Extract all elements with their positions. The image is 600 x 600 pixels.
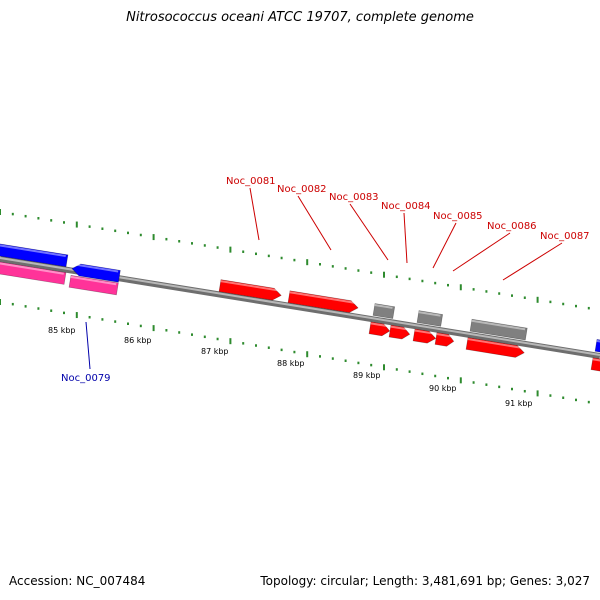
leader-line-4 <box>403 212 408 264</box>
gene-label-noc-0086[interactable]: Noc_0086 <box>487 221 537 232</box>
gene-red-f-shape <box>434 332 455 347</box>
outer-tick-ring <box>0 209 590 310</box>
gene-label-noc-0083[interactable]: Noc_0083 <box>329 192 379 203</box>
gene-gray-c <box>469 318 528 341</box>
gene-red-a-shape <box>218 279 282 301</box>
gene-red-g <box>465 337 525 358</box>
gene-red-c <box>368 321 391 337</box>
scale-label-90: 90 kbp <box>429 384 457 393</box>
gene-gray-a <box>372 303 396 319</box>
scale-label-85: 85 kbp <box>48 326 76 335</box>
gene-red-b <box>287 290 359 313</box>
gene-blue-edge-shape <box>594 339 600 354</box>
gene-pink-2-shape <box>68 275 119 296</box>
gene-red-a-shine <box>220 280 281 292</box>
gene-gray-b-shape <box>416 310 443 327</box>
accession-text: Accession: NC_007484 <box>9 574 146 588</box>
gene-red-c-shape <box>368 321 391 337</box>
gene-gray-a-shine <box>374 304 393 309</box>
label-leader-lines <box>85 187 563 370</box>
leader-line-0 <box>85 321 91 370</box>
gene-red-edge <box>590 357 600 373</box>
gene-red-f-shine <box>436 333 453 338</box>
leader-line-3 <box>349 203 389 261</box>
leader-line-5 <box>432 222 457 269</box>
gene-labels: Noc_0079 Noc_0081 Noc_0082 Noc_0083 Noc_… <box>61 176 590 384</box>
genome-summary-text: Topology: circular; Length: 3,481,691 bp… <box>260 574 590 588</box>
gene-blue-1 <box>0 242 69 268</box>
gene-label-noc-0084[interactable]: Noc_0084 <box>381 201 431 212</box>
gene-label-noc-0085[interactable]: Noc_0085 <box>433 211 483 222</box>
gene-blue-2 <box>71 263 121 283</box>
gene-pink-1 <box>0 260 67 285</box>
genome-title: Nitrosococcus oceani ATCC 19707, complet… <box>126 10 474 25</box>
leader-line-6 <box>452 232 511 272</box>
gene-red-c-shine <box>370 322 389 328</box>
gene-red-d-shine <box>390 325 409 331</box>
gene-red-d-shape <box>388 324 411 340</box>
gene-red-b-shine <box>289 291 358 305</box>
gene-gray-b <box>416 310 443 327</box>
scale-label-86: 86 kbp <box>124 336 152 345</box>
gene-blue-2-shine <box>72 263 119 273</box>
gene-pink-1-shine <box>0 260 64 275</box>
gene-red-e <box>412 328 437 344</box>
gene-label-noc-0079[interactable]: Noc_0079 <box>61 373 111 384</box>
gene-blue-1-shape <box>0 242 69 268</box>
gene-label-noc-0087[interactable]: Noc_0087 <box>540 231 590 242</box>
gene-blue-edge-shine <box>596 339 600 344</box>
gene-gray-b-shine <box>418 311 441 317</box>
gene-blue-edge <box>594 339 600 354</box>
gene-gray-c-shape <box>469 318 528 341</box>
gene-red-g-shape <box>465 337 525 358</box>
gene-red-d <box>388 324 411 340</box>
scale-labels: 85 kbp 86 kbp 87 kbp 88 kbp 89 kbp 90 kb… <box>48 326 533 408</box>
gene-red-edge-shape <box>590 357 600 373</box>
gene-label-noc-0081[interactable]: Noc_0081 <box>226 176 276 187</box>
leader-line-2 <box>297 195 332 251</box>
scale-label-91: 91 kbp <box>505 399 533 408</box>
gene-blue-2-shape <box>71 263 121 283</box>
gene-pink-2 <box>68 275 119 296</box>
gene-track <box>0 242 600 373</box>
gene-pink-2-shine <box>70 275 117 286</box>
inner-tick-ring <box>0 299 590 404</box>
gene-gray-c-shine <box>471 319 526 331</box>
scale-label-88: 88 kbp <box>277 359 305 368</box>
gene-red-edge-shine <box>592 358 600 363</box>
gene-red-a <box>218 279 282 301</box>
gene-red-f <box>434 332 455 347</box>
gene-label-noc-0082[interactable]: Noc_0082 <box>277 184 327 195</box>
scale-label-87: 87 kbp <box>201 347 229 356</box>
gene-red-b-shape <box>287 290 359 313</box>
scale-label-89: 89 kbp <box>353 371 381 380</box>
gene-red-e-shape <box>412 328 437 344</box>
leader-line-7 <box>502 242 563 281</box>
gene-gray-a-shape <box>372 303 396 319</box>
gene-blue-1-shine <box>0 242 66 258</box>
gene-pink-1-shape <box>0 260 67 285</box>
leader-line-1 <box>249 187 260 241</box>
gene-red-g-shine <box>467 338 524 349</box>
gene-red-e-shine <box>414 329 435 335</box>
